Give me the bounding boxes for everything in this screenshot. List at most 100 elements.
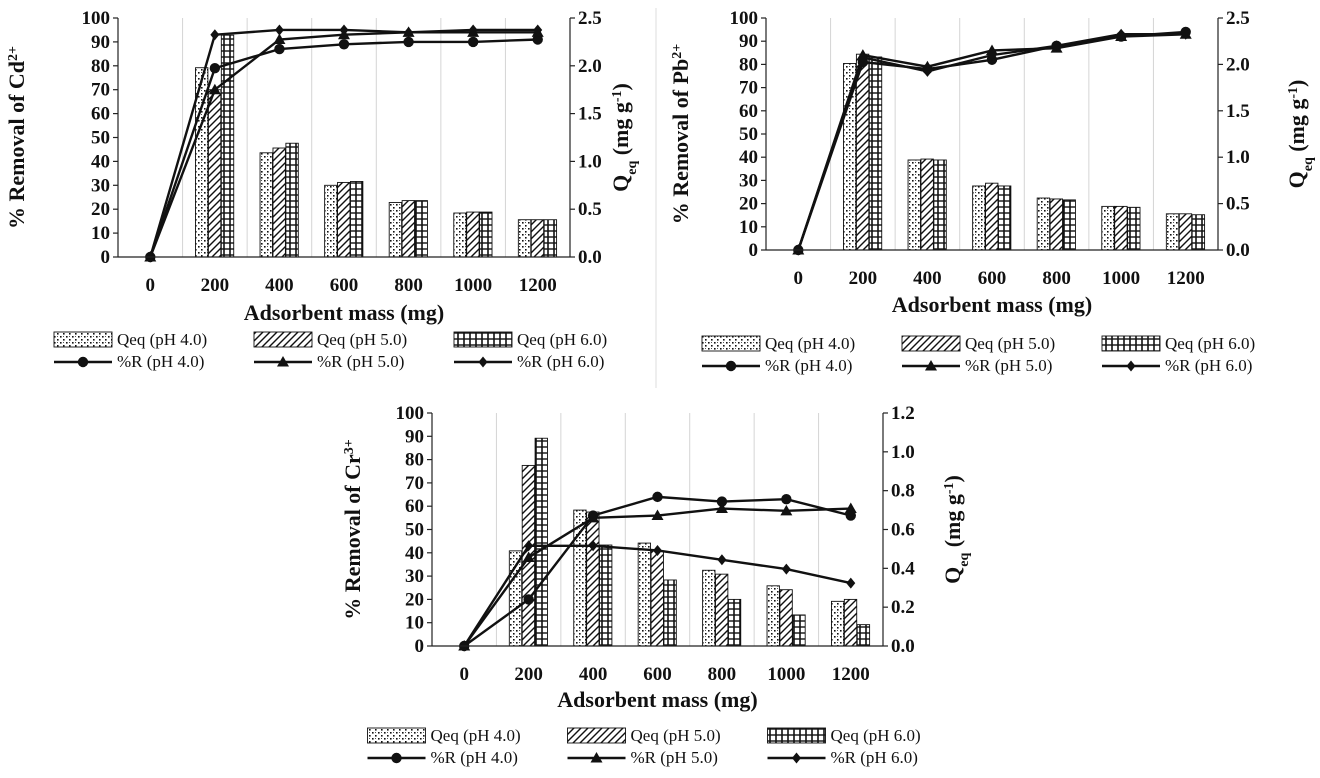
bar-pb-s0-1200 [1165,213,1180,251]
y-tick-label: 30 [405,566,424,587]
y2-tick-label: 0.2 [891,597,915,618]
y-tick-label: 100 [82,8,111,29]
bar-cr-s2-800 [727,598,742,647]
y-tick-label: 40 [739,147,758,168]
y-tick-label: 40 [91,151,110,172]
y-tick-label: 30 [739,170,758,191]
y-tick-label: 60 [739,101,758,122]
y2-tick-label: 1.0 [578,151,602,172]
chart-panel-pb: 01020304050607080901000.00.51.01.52.02.5… [668,8,1316,375]
x-tick-label: 400 [913,268,942,289]
x-tick-label: 800 [1042,268,1071,289]
legend-label: %R (pH 4.0) [117,352,204,371]
y-tick-label: 100 [730,8,759,29]
legend-label: %R (pH 4.0) [765,356,852,375]
y-axis-title-text: % Removal of Cd [4,61,29,229]
point-cr-circle-1000 [781,494,792,505]
x-tick-label: 800 [708,664,737,685]
legend-label: Qeq (pH 5.0) [631,726,721,745]
point-cd-diamond-1200 [533,24,543,36]
y2-tick-label: 0.6 [891,520,915,541]
point-cr-diamond-600 [653,544,662,556]
bar-cr-s2-600 [663,579,677,647]
x-tick-label: 200 [849,268,878,289]
bar-cr-s0-600 [637,542,652,647]
point-cr-triangle-400 [587,511,600,523]
x-tick-label: 800 [394,275,423,296]
x-tick-label: 1000 [454,275,492,296]
y-tick-label: 80 [739,54,758,75]
bar-cr-s2-1000 [792,614,806,647]
point-cd-circle-800 [403,36,414,48]
legend-marker-triangle [590,752,603,763]
y2-tick-label: 1.0 [891,442,915,463]
y-tick-label: 60 [91,104,110,125]
y2-axis-title-main: Q [1284,171,1309,188]
y-tick-label: 100 [396,403,425,424]
x-axis-title: Adsorbent mass (mg) [244,300,444,325]
legend-label: %R (pH 6.0) [517,352,604,371]
bar-cd-s2-200 [220,34,235,258]
y-tick-label: 50 [739,124,758,145]
y-axis-title-sup: 2+ [670,44,685,59]
point-cr-circle-200 [523,594,534,605]
y-tick-label: 30 [91,175,110,196]
point-pb-diamond-600 [987,49,997,61]
bar-cr-s0-1200 [831,600,845,647]
y-tick-label: 70 [91,80,110,101]
y2-axis-title-sub: eq [625,161,640,175]
point-cr-diamond-1200 [846,577,856,589]
x-tick-label: 600 [643,664,672,685]
legend-label: Qeq (pH 6.0) [831,726,921,745]
y2-tick-label: 0.0 [1226,240,1250,261]
point-cd-diamond-800 [404,26,414,38]
legend-marker-diamond [1126,360,1136,372]
y2-tick-label: 1.0 [1226,147,1250,168]
y2-tick-label: 0.5 [578,199,602,220]
point-cd-triangle-200 [208,83,221,95]
point-cd-diamond-600 [339,24,349,36]
y2-axis-title-unit-sup: -1 [942,482,957,494]
x-tick-label: 0 [459,664,469,685]
x-tick-label: 0 [146,275,156,296]
bar-pb-s2-1000 [1127,206,1141,251]
y-tick-label: 20 [91,199,110,220]
legend-swatch-p1 [701,335,761,352]
bar-cr-s1-800 [715,573,729,647]
y-tick-label: 40 [405,543,424,564]
bar-cd-s1-400 [272,147,286,258]
legend-marker-triangle [277,356,289,367]
y2-axis-title-main: Q [940,567,965,584]
point-cr-triangle-800 [715,502,728,514]
bar-cr-s2-200 [534,437,548,647]
x-tick-label: 600 [330,275,359,296]
legend-swatch-p2 [567,727,626,744]
bar-cr-s0-800 [702,569,716,647]
bar-cd-s1-800 [401,200,415,258]
y-tick-label: 50 [91,128,110,149]
y2-axis-title-main: Q [608,175,633,192]
y-tick-label: 80 [405,450,424,471]
point-cd-triangle-400 [273,33,286,45]
bar-cr-s1-600 [650,550,664,647]
legend-label: Qeq (pH 4.0) [765,334,855,353]
y2-axis-title-unit: (mg g [608,102,633,161]
bar-pb-s2-400 [933,159,947,251]
bar-cd-s0-400 [259,152,273,258]
x-tick-label: 1200 [832,664,870,685]
bar-cr-s0-1000 [766,585,780,647]
x-axis-title: Adsorbent mass (mg) [892,292,1092,317]
y-tick-label: 0 [749,240,759,261]
bar-pb-s1-800 [1049,198,1063,251]
y2-axis-title: Qeq (mg g-1) [1284,80,1316,189]
legend-label: %R (pH 5.0) [965,356,1052,375]
point-cr-triangle-200 [522,551,535,562]
y2-tick-label: 1.2 [891,403,915,424]
y-tick-label: 60 [405,496,424,517]
bar-pb-s2-800 [1062,199,1076,251]
legend-swatch-p3 [1101,335,1161,352]
y2-axis-title: Qeq (mg g-1) [608,83,640,192]
legend-swatch-p2 [901,335,961,352]
point-cd-circle-400 [274,43,285,55]
